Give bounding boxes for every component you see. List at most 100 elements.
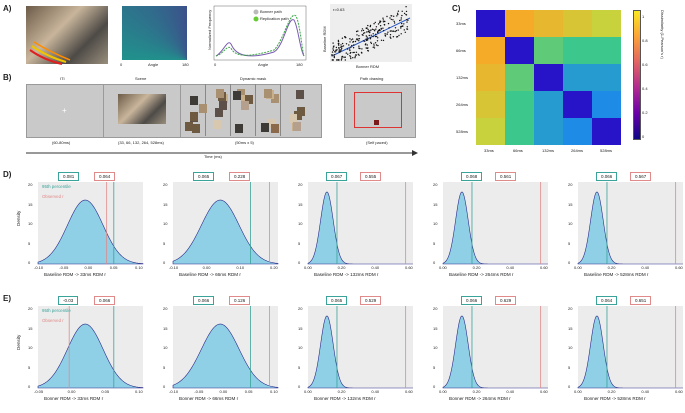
scatter-point	[358, 38, 361, 40]
colorbar-label: Dissimilarity (1-Pearson's r)	[660, 10, 665, 59]
heatmap-row-label: 264ms	[456, 102, 469, 107]
percentile-value-box: 0.065	[193, 172, 215, 181]
mask-divider	[280, 84, 281, 136]
frequency-ylabel: Normalized Frequency	[207, 9, 212, 50]
y-tick-label: 20	[163, 306, 168, 311]
x-tick-label: 0.00	[84, 265, 93, 270]
colorbar-tick: 0.4	[642, 86, 648, 91]
scatter-point	[351, 38, 354, 40]
mask-divider	[230, 84, 231, 136]
scatter-point	[373, 23, 375, 25]
density-label: Density	[16, 210, 21, 226]
heatmap-cell	[476, 37, 505, 64]
colorbar-tick: 0.6	[642, 62, 648, 67]
y-tick-label: 0	[163, 260, 166, 265]
y-tick-label: 10	[28, 221, 33, 226]
percentile-value-box: 0.068	[461, 172, 483, 181]
percentile-value-box: 0.067	[326, 172, 348, 181]
scatter-point	[406, 28, 409, 30]
scatter-point	[382, 19, 384, 21]
scatter-point	[377, 44, 379, 47]
mask-tile	[296, 90, 305, 100]
scatter-point	[369, 24, 372, 27]
y-tick-label: 5	[298, 364, 301, 370]
y-tick-label: 5	[163, 240, 166, 246]
scatter-point	[358, 54, 360, 56]
observed-value-box: 0.651	[630, 296, 652, 305]
row-e-panel-4: 20 15 10 5 0 0.066 0.629 0.00 0.20 0.40 0.60 Bonner…	[433, 296, 548, 410]
scatter-point	[377, 23, 380, 25]
x-tick-label: 0.05	[101, 389, 110, 394]
row-e-panel-5: 20 15 10 5 0 0.064 0.651 0.00 0.20 0.40 0.60 Bonner…	[568, 296, 683, 410]
y-tick-label: 20	[163, 182, 168, 187]
mask-tile	[263, 89, 272, 98]
heatmap-cell	[563, 91, 592, 118]
scatter-point	[349, 48, 351, 50]
scatter-point	[375, 28, 377, 30]
scatter-point	[360, 51, 363, 54]
scatter-point	[404, 31, 406, 33]
y-tick-label: 10	[433, 345, 438, 350]
scatter-point	[355, 54, 357, 56]
density-curve	[307, 182, 413, 265]
x-tick-label: 0.00	[574, 389, 582, 394]
scatter-point	[335, 46, 338, 49]
x-tick-label: 0.20	[472, 389, 481, 394]
scatter-point	[361, 30, 363, 32]
scatter-point	[358, 45, 360, 47]
colorbar-tick: 0.2	[642, 110, 648, 115]
heatmap-cell	[563, 10, 592, 37]
density-curve	[307, 306, 413, 389]
heatmap-cell	[505, 91, 534, 118]
scatter-point	[377, 32, 379, 34]
mask-tile	[219, 101, 228, 111]
scatter-point	[351, 44, 353, 47]
y-tick-label: 0	[28, 260, 31, 265]
heatmap-cell	[505, 118, 534, 145]
scatter-point	[335, 49, 337, 51]
scatter-point	[377, 37, 379, 39]
scatter-point	[388, 27, 390, 29]
heatmap-cell	[534, 64, 563, 91]
scatter-point	[370, 37, 372, 39]
percentile-value-box: 0.065	[326, 296, 348, 305]
scatter-point	[367, 38, 369, 40]
x-tick-label: 0.40	[641, 389, 650, 394]
panel-label-b: B)	[3, 73, 12, 82]
heatmap-row-label: 66ms	[456, 48, 466, 53]
y-tick-label: 15	[163, 325, 168, 331]
rdm-heatmap	[476, 10, 621, 145]
scatter-point	[338, 59, 340, 61]
scatter-point	[340, 49, 343, 51]
scatter-point	[374, 42, 377, 44]
scatter-point	[394, 27, 397, 29]
scatter-point	[344, 59, 346, 61]
scatter-point	[374, 21, 376, 24]
x-tick-label: 0.05	[244, 389, 253, 394]
scatter-point	[375, 26, 378, 28]
heatmap-cell	[505, 37, 534, 64]
drawing-frame	[354, 92, 402, 128]
scatter-point	[337, 40, 340, 43]
x-tick-label: 0.20	[270, 265, 278, 270]
scatter-point	[361, 28, 364, 30]
scatter-point	[379, 22, 381, 24]
legend-observed: Observed r	[42, 318, 64, 323]
scatter-point	[370, 34, 372, 36]
rdm-scatter-plot	[331, 6, 411, 61]
x-tick-label: 0.00	[202, 265, 211, 270]
y-tick-label: 15	[433, 201, 438, 207]
scatter-point	[367, 50, 370, 52]
scatter-point	[401, 22, 403, 25]
observed-value-box: 0.066	[94, 296, 116, 305]
density-curve	[577, 182, 683, 265]
scatter-point	[345, 52, 347, 54]
scatter-plot-bg	[330, 4, 412, 62]
heatmap-cell	[563, 64, 592, 91]
scatter-point	[364, 32, 366, 34]
scatter-point	[369, 30, 371, 32]
step-drawing-label: Path drawing	[360, 76, 384, 81]
heatmap-cell	[534, 10, 563, 37]
heatmap-row-label: 33ms	[456, 21, 466, 26]
density-curve	[172, 306, 279, 389]
